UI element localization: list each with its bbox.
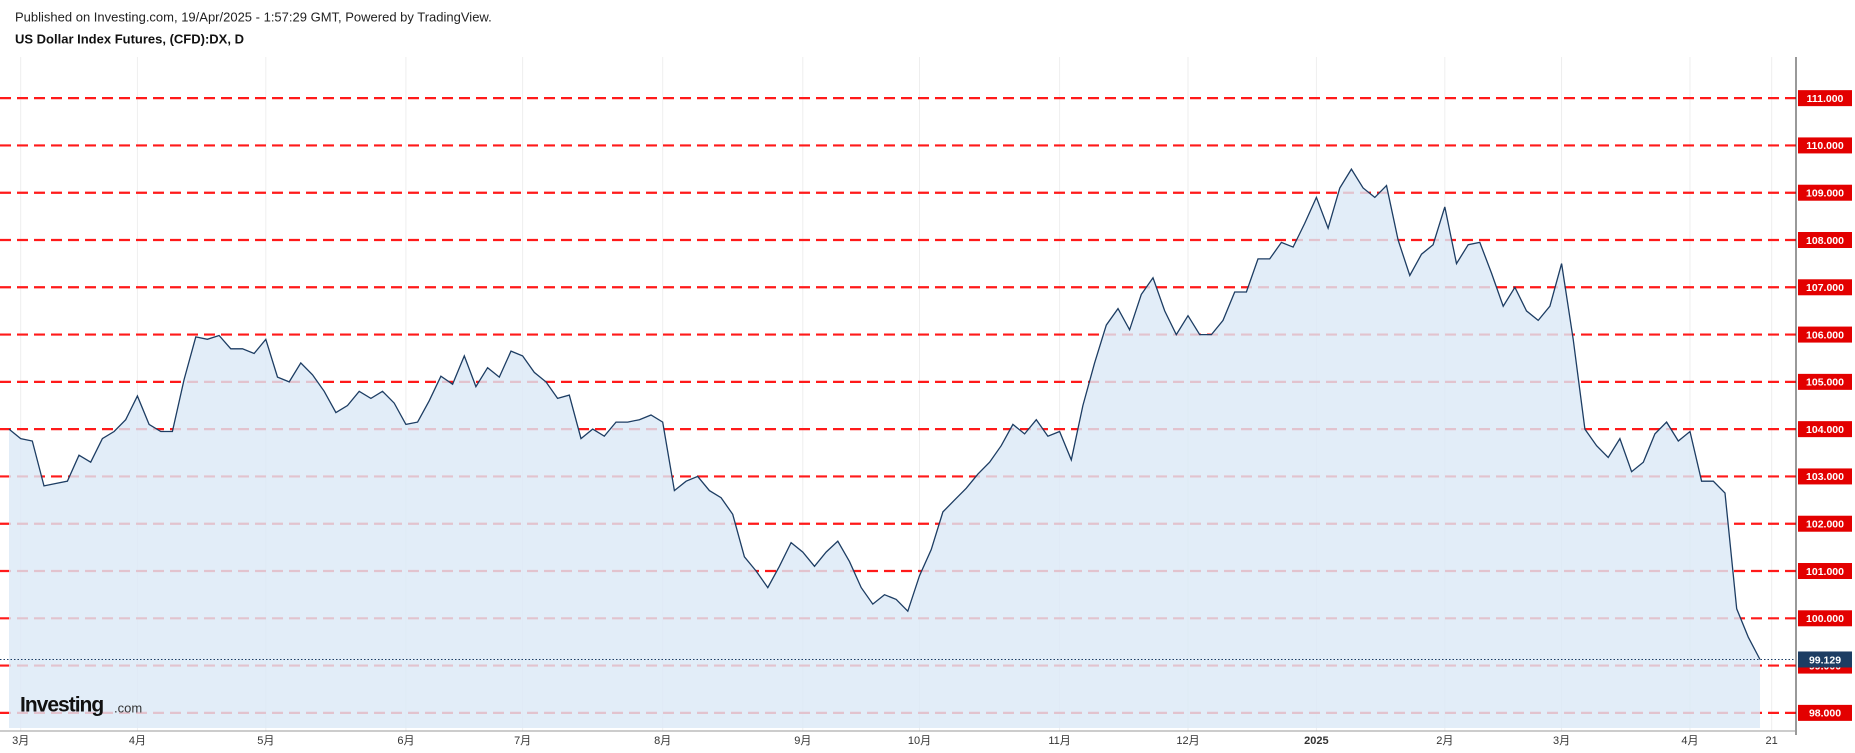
x-tick-label: 11月 — [1048, 735, 1070, 747]
last-value-box — [1798, 651, 1852, 668]
y-tick-label: 108.000 — [1806, 235, 1844, 247]
y-tick-label: 106.000 — [1806, 329, 1844, 341]
y-tick-box — [1798, 90, 1852, 107]
x-tick-label: 4月 — [1681, 735, 1698, 747]
y-tick-label: 111.000 — [1807, 93, 1844, 105]
y-tick-box — [1798, 279, 1852, 296]
y-tick-box — [1798, 373, 1852, 390]
x-tick-label: 21 — [1766, 735, 1778, 747]
x-tick-label: 5月 — [257, 735, 274, 747]
x-tick-label: 2025 — [1304, 735, 1328, 747]
x-tick-label: 3月 — [12, 735, 29, 747]
x-tick-label: 10月 — [908, 735, 931, 747]
published-note: Published on Investing.com, 19/Apr/2025 … — [15, 9, 492, 24]
y-tick-box — [1798, 610, 1852, 627]
y-tick-label: 107.000 — [1806, 282, 1844, 294]
x-tick-label: 9月 — [794, 735, 811, 747]
plot-layer — [0, 167, 1796, 729]
x-tick-label: 4月 — [129, 735, 146, 747]
y-tick-label: 101.000 — [1806, 566, 1844, 578]
y-tick-box — [1798, 563, 1852, 580]
watermark-brand: Investing — [20, 694, 103, 717]
y-tick-label: 102.000 — [1806, 519, 1844, 531]
area — [9, 169, 1760, 729]
x-tick-label: 12月 — [1176, 735, 1199, 747]
y-tick-box — [1798, 326, 1852, 343]
x-tick-label: 3月 — [1553, 735, 1570, 747]
last-value-label: 99.129 — [1809, 654, 1841, 666]
x-tick-label: 6月 — [397, 735, 414, 747]
y-tick-label: 103.000 — [1806, 471, 1844, 483]
label-layer: 3月 4月 5月 6月 7月 8月 9月 10月 11月 12月 2025 2月 3月 4月 21 98.00… — [12, 90, 1852, 747]
y-tick-box — [1798, 515, 1852, 532]
y-tick-label: 104.000 — [1806, 424, 1844, 436]
y-tick-label: 98.000 — [1809, 708, 1841, 720]
line — [8, 167, 1761, 660]
watermark: Investing .com — [20, 694, 142, 717]
y-tick-label: 100.000 — [1806, 613, 1844, 625]
y-tick-label: 109.000 — [1806, 187, 1844, 199]
y-tick-box — [1798, 704, 1852, 721]
y-tick-label: 105.000 — [1806, 377, 1844, 389]
y-tick-box — [1798, 232, 1852, 248]
chart-title: US Dollar Index Futures, (CFD):DX, D — [15, 31, 244, 46]
y-tick-box — [1798, 421, 1852, 438]
y-tick-box — [1798, 137, 1852, 154]
y-tick-box — [1798, 184, 1852, 201]
x-tick-label: 8月 — [654, 735, 671, 747]
y-tick-label: 110.000 — [1806, 140, 1844, 152]
x-tick-label: 7月 — [514, 735, 531, 747]
x-tick-label: 2月 — [1436, 735, 1453, 747]
y-tick-box — [1798, 468, 1852, 485]
watermark-suffix: .com — [114, 700, 142, 715]
